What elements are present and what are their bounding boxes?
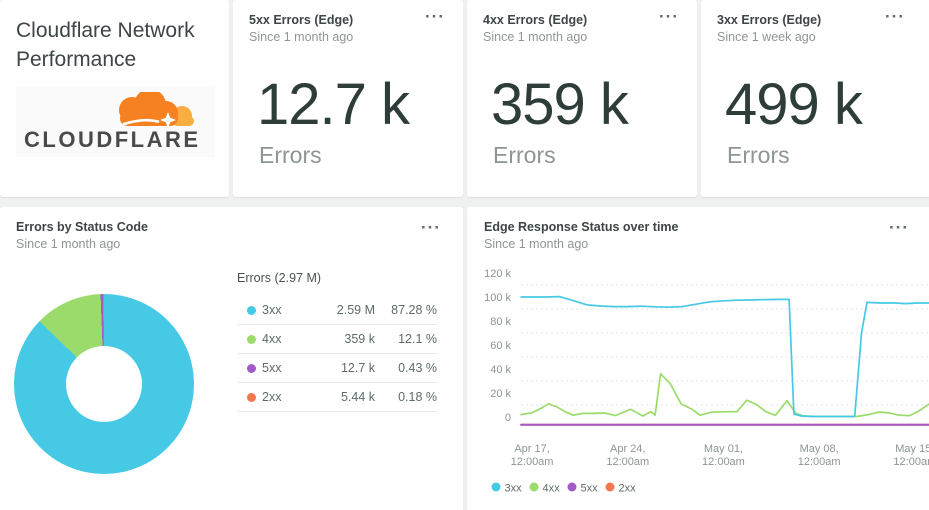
legend-row-2xx[interactable]: 2xx 5.44 k 0.18 % xyxy=(237,383,437,412)
y-axis-tick: 40 k xyxy=(490,364,511,376)
5xx-legend-dot-icon xyxy=(247,363,256,373)
4xx-legend-dot-icon xyxy=(247,334,256,344)
legend-row-3xx[interactable]: 3xx 2.59 M 87.28 % xyxy=(237,296,437,325)
cloudflare-logo-image: CLOUDFLARE xyxy=(24,91,201,152)
overflow-menu-icon[interactable]: ··· xyxy=(425,7,445,26)
overflow-menu-icon[interactable]: ··· xyxy=(659,7,679,26)
x-axis-tick: Apr 24, xyxy=(610,443,645,455)
legend-percent: 0.18 % xyxy=(398,390,437,404)
5xx-legend-dot-icon[interactable] xyxy=(567,482,577,492)
stat-card-4xx[interactable]: 4xx Errors (Edge) Since 1 month ago ··· … xyxy=(467,0,697,197)
overflow-menu-icon[interactable]: ··· xyxy=(889,218,909,237)
y-axis-tick: 100 k xyxy=(484,292,511,304)
card-title: 5xx Errors (Edge) xyxy=(249,13,354,27)
donut-legend: Errors (2.97 M) 3xx 2.59 M 87.28 % 4xx 359 k… xyxy=(237,271,437,412)
x-axis-tick: 12:00am xyxy=(798,456,841,468)
cloudflare-logo-text: CLOUDFLARE xyxy=(24,127,201,152)
card-title: Errors by Status Code xyxy=(16,220,148,234)
x-axis-tick: May 15, xyxy=(895,443,929,455)
legend-value: 2.59 M xyxy=(336,303,375,317)
chart-legend-label[interactable]: 5xx xyxy=(581,483,599,495)
stat-unit-label: Errors xyxy=(259,142,322,168)
donut-chart[interactable] xyxy=(14,294,194,474)
stat-value: 359 k xyxy=(491,72,629,137)
legend-percent: 12.1 % xyxy=(398,332,437,346)
cloudflare-cloud-icon xyxy=(119,91,194,128)
card-subtitle: Since 1 month ago xyxy=(483,30,588,44)
x-axis-tick: May 08, xyxy=(800,443,839,455)
y-axis-tick: 20 k xyxy=(490,388,511,400)
donut-legend-header: Errors (2.97 M) xyxy=(237,271,322,285)
card-title: 3xx Errors (Edge) xyxy=(717,13,822,27)
2xx-legend-dot-icon xyxy=(247,392,256,402)
2xx-legend-dot-icon[interactable] xyxy=(605,482,615,492)
y-axis-tick: 0 xyxy=(505,412,511,424)
y-axis-tick: 120 k xyxy=(484,268,511,280)
series-line-4xx[interactable] xyxy=(520,372,929,418)
donut-legend-rows: 3xx 2.59 M 87.28 % 4xx 359 k 12.1 % 5xx 12.7 k 0… xyxy=(237,296,437,412)
legend-percent: 0.43 % xyxy=(398,361,437,375)
3xx-legend-dot-icon xyxy=(247,305,256,315)
3xx-legend-dot-icon[interactable] xyxy=(491,482,501,492)
overflow-menu-icon[interactable]: ··· xyxy=(885,7,905,26)
card-title: Edge Response Status over time xyxy=(484,220,679,234)
legend-value: 12.7 k xyxy=(340,361,375,375)
y-axis-tick: 80 k xyxy=(490,316,511,328)
legend-label: 5xx xyxy=(262,361,282,375)
edge-response-status-card: Edge Response Status over time Since 1 m… xyxy=(467,207,929,510)
chart-legend-label[interactable]: 2xx xyxy=(619,483,637,495)
legend-label: 4xx xyxy=(262,332,282,346)
legend-row-4xx[interactable]: 4xx 359 k 12.1 % xyxy=(237,325,437,354)
dashboard-heading: Cloudflare Network Performance xyxy=(16,19,195,71)
legend-label: 3xx xyxy=(262,303,282,317)
stat-unit-label: Errors xyxy=(727,142,790,168)
legend-row-5xx[interactable]: 5xx 12.7 k 0.43 % xyxy=(237,354,437,383)
card-subtitle: Since 1 week ago xyxy=(717,30,816,44)
stat-card-3xx[interactable]: 3xx Errors (Edge) Since 1 week ago ··· 4… xyxy=(701,0,929,197)
x-axis-tick: Apr 17, xyxy=(514,443,549,455)
legend-value: 359 k xyxy=(344,332,375,346)
card-subtitle: Since 1 month ago xyxy=(16,237,121,251)
overflow-menu-icon[interactable]: ··· xyxy=(421,218,441,237)
donut-hole xyxy=(66,346,142,422)
card-subtitle: Since 1 month ago xyxy=(249,30,354,44)
card-title: 4xx Errors (Edge) xyxy=(483,13,588,27)
legend-percent: 87.28 % xyxy=(391,303,437,317)
x-axis-tick: 12:00am xyxy=(606,456,649,468)
chart-legend-label[interactable]: 3xx xyxy=(505,483,523,495)
legend-value: 5.44 k xyxy=(340,390,375,404)
x-axis-tick: May 01, xyxy=(704,443,743,455)
stat-card-5xx[interactable]: 5xx Errors (Edge) Since 1 month ago ··· … xyxy=(233,0,463,197)
x-axis-tick: 12:00am xyxy=(511,456,554,468)
x-axis-tick: 12:00am xyxy=(893,456,929,468)
4xx-legend-dot-icon[interactable] xyxy=(529,482,539,492)
series-line-3xx[interactable] xyxy=(520,295,929,418)
x-axis-tick: 12:00am xyxy=(702,456,745,468)
legend-label: 2xx xyxy=(262,390,282,404)
stat-unit-label: Errors xyxy=(493,142,556,168)
chart-legend-label[interactable]: 4xx xyxy=(543,483,561,495)
cloudflare-logo: CLOUDFLARE xyxy=(16,86,215,157)
errors-by-status-code-card: Errors by Status Code Since 1 month ago … xyxy=(0,207,463,510)
dashboard-title-card: Cloudflare Network Performance CLOUDFLAR… xyxy=(0,0,229,197)
stat-value: 499 k xyxy=(725,72,863,137)
y-axis-tick: 60 k xyxy=(490,340,511,352)
stat-value: 12.7 k xyxy=(257,72,410,137)
card-subtitle: Since 1 month ago xyxy=(484,237,589,251)
